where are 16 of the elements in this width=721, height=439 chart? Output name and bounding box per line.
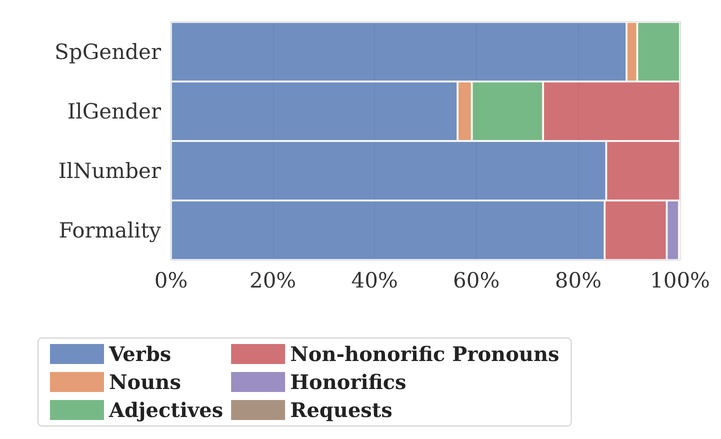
legend-label: Nouns	[109, 370, 181, 394]
x-tick-label: 80%	[554, 268, 602, 292]
legend-label: Honorifics	[290, 370, 406, 394]
legend-label: Verbs	[108, 342, 172, 366]
y-tick-label: SpGender	[54, 40, 162, 64]
x-tick-label: 20%	[249, 268, 296, 292]
x-tick-label: 0%	[154, 268, 188, 292]
y-tick-label: IlNumber	[58, 158, 162, 183]
y-tick-label: Formality	[58, 218, 162, 242]
x-tick-label: 40%	[351, 268, 398, 292]
x-tick-label: 100%	[650, 268, 710, 292]
legend-label: Non-honorific Pronouns	[290, 342, 560, 366]
legend-label: Requests	[290, 398, 392, 422]
x-tick-label: 60%	[453, 268, 500, 292]
legend-label: Adjectives	[108, 398, 224, 422]
y-tick-label: IlGender	[67, 99, 162, 124]
